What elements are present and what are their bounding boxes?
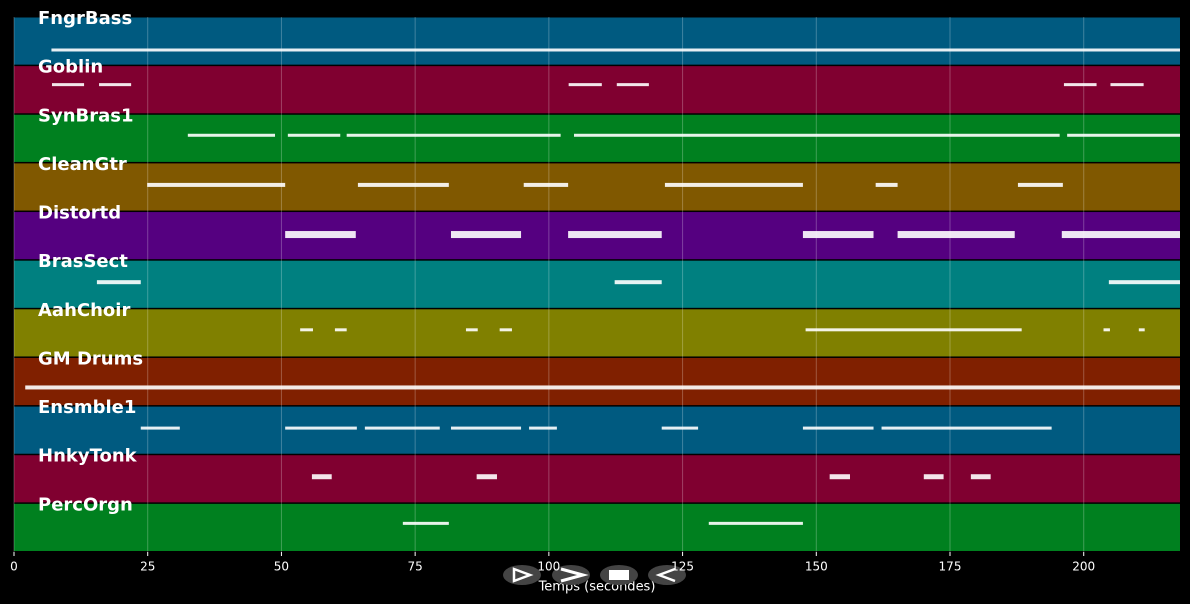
track-row [14,406,1180,454]
note [402,521,449,525]
note [875,182,898,187]
x-tick-label: 125 [671,560,694,574]
note [364,426,440,430]
x-tick-label: 175 [939,560,962,574]
note [285,426,357,430]
x-tick-label: 75 [408,560,423,574]
note [140,426,180,430]
note [499,328,512,332]
x-tick-label: 25 [140,560,155,574]
track-row [14,260,1180,308]
note [99,83,132,87]
back-button[interactable] [648,565,686,585]
note [357,182,449,187]
note [300,328,313,332]
note [287,133,341,137]
track-row [14,455,1180,503]
note [529,426,557,430]
note [311,474,332,480]
track-label: Distortd [38,203,121,224]
note [1061,231,1180,239]
note [802,231,874,239]
track-row [14,309,1180,357]
note [1110,83,1144,87]
track-row [14,163,1180,211]
note [476,474,497,480]
note [661,426,699,430]
track-label: GM Drums [38,348,143,369]
track-row [14,66,1180,114]
note [1138,328,1145,332]
track-row [14,503,1180,551]
track-row [14,357,1180,406]
note [568,231,662,239]
note [970,474,991,480]
note [51,83,85,87]
track-label: SynBras1 [38,105,134,126]
note [881,426,1052,430]
note [51,48,1180,52]
track-label: AahChoir [38,300,130,321]
note [614,280,662,285]
note [1067,133,1180,137]
track-row [14,17,1180,65]
note [664,182,803,187]
note [805,328,1022,332]
note [450,426,522,430]
note [616,83,649,87]
tracks [14,17,1180,551]
note [523,182,569,187]
note [574,133,1060,137]
note [568,83,602,87]
x-tick-label: 0 [10,560,18,574]
play-button[interactable] [503,565,541,585]
note [147,182,286,187]
note [1103,328,1110,332]
note [708,521,803,525]
track-row [14,114,1180,162]
note [96,280,141,285]
note [285,231,356,239]
track-label: Ensmble1 [38,397,136,418]
grid [13,17,1085,552]
x-tick-label: 150 [805,560,828,574]
note [802,426,874,430]
x-axis-label: Temps (secondes) [538,580,656,595]
track-label: CleanGtr [38,154,127,175]
note [25,385,1181,390]
track-label: BrasSect [38,251,128,272]
notes [25,48,1181,525]
note [334,328,347,332]
note [829,474,850,480]
note [346,133,561,137]
note [897,231,1015,239]
x-tick-label: 100 [537,560,560,574]
note [1063,83,1097,87]
note [1017,182,1063,187]
labels: FngrBass Goblin SynBras1 CleanGtr Distortd Br… [38,8,143,515]
x-tick-label: 50 [274,560,289,574]
forward-button[interactable] [552,565,590,585]
track-label: FngrBass [38,8,132,29]
note [923,474,944,480]
note [450,231,522,239]
track-label: PercOrgn [38,494,133,515]
note [187,133,276,137]
track-label: Goblin [38,57,103,78]
x-tick-label: 200 [1072,560,1095,574]
stop-button[interactable] [600,565,638,585]
note [465,328,478,332]
note [1108,280,1180,285]
playback-controls [503,565,686,585]
track-label: HnkyTonk [38,446,138,467]
